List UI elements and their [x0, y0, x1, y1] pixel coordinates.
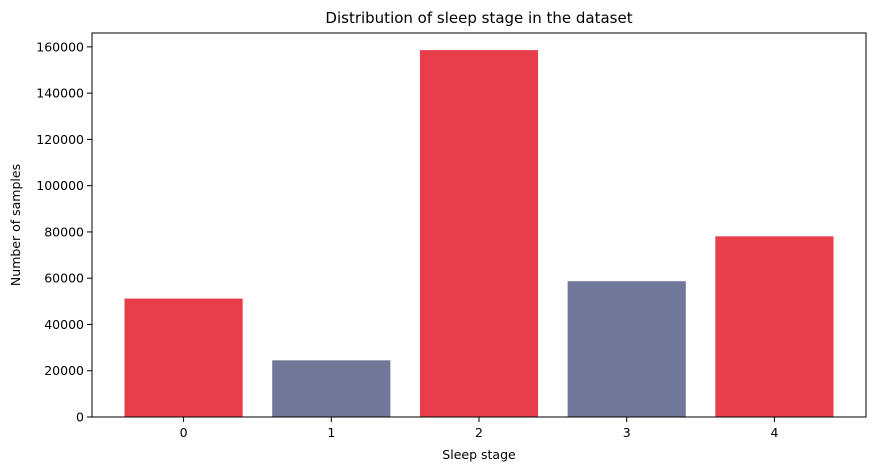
x-axis-label: Sleep stage [442, 447, 516, 462]
bar-stage-4 [715, 236, 834, 417]
x-tick-label: 1 [327, 425, 335, 440]
y-tick-label: 20000 [44, 363, 84, 378]
y-tick-label: 40000 [44, 317, 84, 332]
bar-stage-2 [419, 50, 539, 417]
x-tick-label: 2 [475, 425, 483, 440]
chart-title: Distribution of sleep stage in the datas… [325, 9, 632, 27]
bars-group [124, 50, 834, 417]
x-tick-label: 0 [180, 425, 188, 440]
y-tick-label: 120000 [36, 132, 84, 147]
y-axis-label: Number of samples [8, 164, 23, 286]
y-tick-label: 100000 [36, 178, 84, 193]
y-tick-label: 140000 [36, 86, 84, 101]
x-tick-label: 3 [623, 425, 631, 440]
y-axis: 0 20000 40000 60000 80000 100000 120000 140000 1… [36, 39, 92, 425]
y-tick-label: 160000 [36, 39, 84, 54]
bar-stage-0 [124, 298, 243, 417]
y-tick-label: 80000 [44, 224, 84, 239]
x-axis: 0 1 2 3 4 [180, 417, 778, 440]
bar-stage-1 [272, 360, 391, 417]
y-tick-label: 0 [76, 410, 84, 425]
y-tick-label: 60000 [44, 271, 84, 286]
bar-stage-3 [567, 281, 686, 417]
x-tick-label: 4 [770, 425, 778, 440]
